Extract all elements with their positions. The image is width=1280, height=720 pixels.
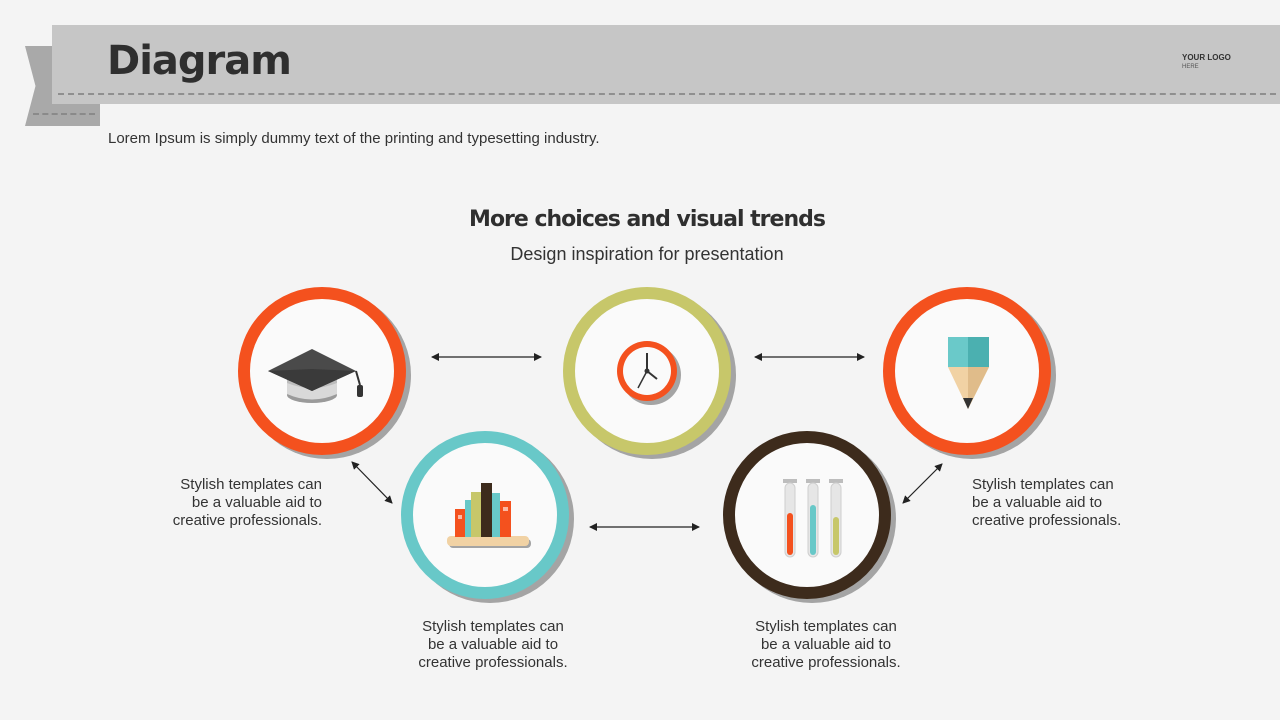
title-banner (52, 25, 1280, 104)
caption-line: creative professionals. (172, 512, 322, 529)
test-tubes-icon (783, 479, 843, 558)
logo-line-1: YOUR LOGO (1182, 53, 1231, 62)
caption-line: Stylish templates can (755, 618, 897, 635)
node-graduation (238, 287, 406, 455)
caption-line: creative professionals. (418, 654, 568, 671)
caption-line: be a valuable aid to (972, 494, 1103, 511)
caption-books: Stylish templates can be a valuable aid … (383, 618, 603, 672)
caption-line: creative professionals. (751, 654, 901, 671)
caption-line: creative professionals. (972, 512, 1122, 529)
diagram-subtitle: Design inspiration for presentation (510, 244, 784, 264)
page-title: Diagram (107, 38, 292, 84)
diagram-title: More choices and visual trends (469, 207, 826, 232)
pencil-icon (948, 337, 989, 409)
node-clock (563, 287, 731, 455)
caption-graduation: Stylish templates can be a valuable aid … (102, 476, 322, 530)
caption-line: Stylish templates can (422, 618, 564, 635)
node-test-tubes (723, 431, 891, 599)
graduation-cap-icon (268, 349, 363, 403)
caption-line: be a valuable aid to (191, 494, 322, 511)
banner-tail-stitching (33, 113, 95, 115)
caption-test-tubes: Stylish templates can be a valuable aid … (716, 618, 936, 672)
logo-placeholder: YOUR LOGO HERE (1182, 53, 1231, 71)
banner-stitching (58, 93, 1276, 95)
books-icon (447, 483, 531, 548)
caption-line: be a valuable aid to (427, 636, 559, 653)
logo-line-2: HERE (1182, 64, 1199, 70)
caption-line: be a valuable aid to (760, 636, 892, 653)
caption-line: Stylish templates can (972, 476, 1114, 493)
caption-line: Stylish templates can (180, 476, 322, 493)
node-pencil (883, 287, 1051, 455)
intro-text: Lorem Ipsum is simply dummy text of the … (108, 130, 600, 147)
arrow-cap-books (351, 461, 393, 504)
clock-icon (617, 341, 681, 405)
caption-pencil: Stylish templates can be a valuable aid … (972, 476, 1192, 530)
arrow-pencil-tubes (902, 463, 943, 504)
node-books (401, 431, 569, 599)
